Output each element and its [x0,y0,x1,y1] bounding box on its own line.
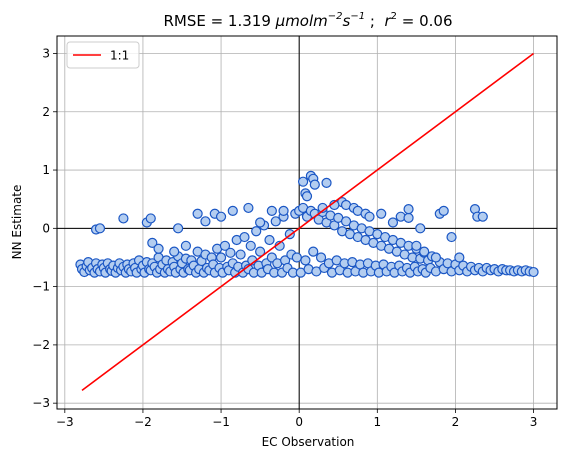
scatter-point [264,234,275,246]
scatter-point [147,237,158,248]
legend: 1:1 [66,41,140,69]
scatter-point [215,211,227,222]
title-unit-exp2: −1 [350,11,365,22]
title-r: r [384,12,391,30]
y-tick-label: −2 [32,338,50,352]
scatter-point [454,252,465,263]
scatter-point [403,212,414,223]
legend-box [66,41,140,69]
scatter-point [446,231,457,243]
scatter-point [215,252,227,263]
scatter-point [430,252,442,263]
title-unit-s: s [343,12,351,30]
y-tick-label: 3 [42,46,50,60]
title-prefix: RMSE = 1.319 [163,12,275,30]
y-ticks: −3 −2 −1 0 1 2 3 [32,46,57,410]
one-to-one-line-group [81,52,535,391]
title-mid: ; [365,12,384,30]
scatter-point [291,252,302,263]
title-unit-main: μmolm [275,12,328,30]
x-tick-label: −2 [134,415,152,429]
scatter-point [270,216,281,227]
zero-lines [57,36,557,409]
scatter-point [308,246,319,257]
scatter-point [239,231,250,243]
chart-title: RMSE = 1.319 μmolm−2s−1 ; r2 = 0.06 [163,11,452,30]
scatter-point [340,216,352,227]
x-tick-label: 0 [295,415,303,429]
title-suffix: = 0.06 [397,12,453,30]
scatter-point [309,179,320,190]
scatter-point [477,211,488,222]
scatter-point [376,208,387,219]
x-tick-label: 3 [530,415,538,429]
x-tick-label: −1 [212,415,230,429]
y-axis-label: NN Estimate [10,185,24,260]
title-r-exp: 2 [391,11,397,22]
scatter-point [321,177,332,188]
scatter-point [278,205,289,216]
legend-label: 1:1 [110,49,129,63]
scatter-point [415,223,426,234]
y-tick-label: 1 [42,163,50,177]
y-tick-label: 2 [42,105,50,119]
y-tick-label: 0 [42,221,50,235]
scatter-point [243,202,254,214]
scatter-point [411,240,422,251]
y-tick-label: −1 [32,280,50,294]
scatter-point [118,213,129,224]
scatter-point [235,249,246,260]
scatter-point [300,255,311,266]
scatter-point [297,176,309,187]
x-tick-label: −3 [56,415,74,429]
scatter-point [200,216,211,227]
scatter-point [94,223,106,234]
scatter-point [528,266,539,278]
plot-frame [56,35,558,410]
y-tick-label: −3 [32,396,50,410]
scatter-point [364,211,375,222]
scatter-point [266,205,277,216]
scatter-point [255,246,266,257]
scatter-points [75,170,539,278]
scatter-point [245,240,256,251]
x-axis-label: EC Observation [262,435,355,449]
scatter-point [219,240,231,251]
scatter-point [251,226,262,237]
scatter-point [145,213,156,224]
scatter-point [438,205,449,216]
scatter-point [387,217,399,228]
scatter-point [153,243,164,254]
one-to-one-line [81,52,535,391]
scatter-point [180,240,192,251]
scatter-point [192,208,203,219]
x-tick-label: 2 [452,415,460,429]
scatter-point [225,247,236,258]
title-unit-exp1: −2 [328,11,343,22]
scatter-point [169,246,180,257]
x-tick-label: 1 [373,415,381,429]
scatter-point [419,246,430,257]
x-ticks: −3 −2 −1 0 1 2 3 [56,409,537,429]
scatter-point [315,252,327,263]
scatter-point [403,203,414,215]
scatter-point [301,191,313,202]
scatter-point [255,217,266,228]
scatter-point [227,205,238,216]
scatter-point [172,223,184,234]
